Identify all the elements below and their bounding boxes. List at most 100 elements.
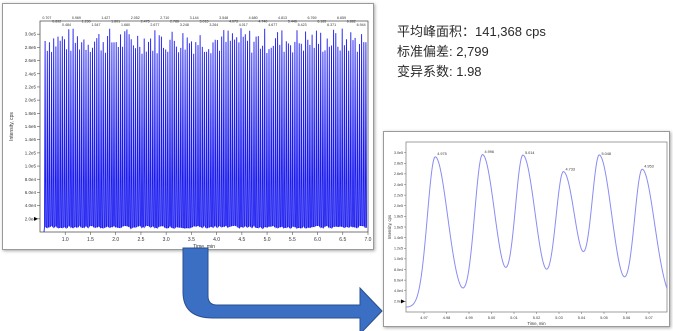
- main-peak-label: 2.677: [150, 23, 159, 27]
- zoom-y-tick-label: 3.0e5: [394, 151, 403, 155]
- main-chromatogram-panel: 2.0e4 4.0e4 6.0e4 8.0e4 1.0e5 1.2e5 1.4e5 1.6e5…: [2, 3, 374, 250]
- main-peak-label: 2.475: [141, 20, 150, 24]
- main-peak-label: 0.707: [42, 16, 51, 20]
- main-x-tick-label: 2.5: [137, 237, 144, 243]
- zoom-peak-label: 4.996: [485, 150, 495, 154]
- main-x-tick-label: 6.5: [339, 237, 346, 243]
- main-y-tick-label: 1.6e5: [25, 124, 37, 129]
- zoom-y-axis-label: Intensity, cps: [387, 215, 392, 239]
- main-x-tick-label: 1.5: [87, 237, 94, 243]
- main-peak-label: 6.371: [327, 23, 336, 27]
- main-y-tick-label: 1.8e5: [25, 111, 37, 116]
- main-y-tick-label: 2.0e4: [25, 216, 37, 221]
- main-y-tick-label: 6.0e4: [25, 190, 37, 195]
- zoom-x-tick-label: 4.98: [443, 316, 450, 320]
- zoom-x-tick-label: 4.97: [420, 316, 427, 320]
- coefficient-of-variation: 变异系数: 1.98: [397, 64, 482, 79]
- zoom-plot-frame: [405, 141, 668, 313]
- main-x-tick-label: 3.5: [188, 237, 195, 243]
- main-peak-label: 0.484: [62, 23, 71, 27]
- zoom-y-tick-label: 1.8e5: [394, 215, 403, 219]
- main-peak-label: 4.677: [268, 23, 277, 27]
- main-peak-label: 2.710: [160, 16, 169, 20]
- zoom-peak-label: 4.975: [437, 152, 447, 156]
- main-chromatogram-chart: 2.0e4 4.0e4 6.0e4 8.0e4 1.0e5 1.2e5 1.4e5 1.6e5…: [9, 16, 372, 250]
- main-peak-label: 0.969: [72, 16, 81, 20]
- zoom-chromatogram-trace: [405, 154, 668, 308]
- main-peak-label: 2.052: [131, 16, 140, 20]
- zoom-y-tick-label: 1.4e5: [394, 236, 403, 240]
- main-x-tick-label: 4.0: [213, 237, 220, 243]
- main-x-tick-label: 2.0: [112, 237, 119, 243]
- main-peak-label: 4.017: [239, 23, 248, 27]
- main-y-tick-label: 8.0e4: [25, 177, 37, 182]
- main-y-axis-label: Intensity, cps: [9, 112, 15, 141]
- main-y-tick-label: 2.6e5: [25, 58, 37, 63]
- main-peak-label: 1.427: [101, 16, 110, 20]
- bent-arrow-icon: [182, 247, 383, 331]
- main-peak-label: 4.073: [229, 20, 238, 24]
- zoom-y-tick-label: 2.0e4: [394, 300, 403, 304]
- zoom-x-tick-label: 4.99: [465, 316, 472, 320]
- main-peak-label: 6.659: [337, 16, 346, 20]
- main-peak-label: 3.248: [180, 23, 189, 27]
- main-peak-label: 2.786: [170, 20, 179, 24]
- zoomed-chromatogram-panel: 4.975 4.996 5.014 4.733 5.048 4.953 2.0e4 4.0e4…: [383, 131, 670, 327]
- main-x-tick-label: 7.0: [365, 237, 372, 243]
- zoom-y-tick-label: 6.0e4: [394, 278, 403, 282]
- statistics-box: 平均峰面积：141,368 cps 标准偏差: 2,799 变异系数: 1.98: [397, 22, 667, 82]
- main-peak-label: 4.680: [249, 16, 258, 20]
- zoom-x-tick-label: 5.05: [600, 316, 607, 320]
- main-peak-label: 4.813: [278, 16, 287, 20]
- main-x-tick-label: 5.0: [264, 237, 271, 243]
- main-x-axis-label: Time, min: [193, 244, 215, 250]
- zoom-y-tick-label: 8.0e4: [394, 268, 403, 272]
- main-x-tick-label: 3.0: [163, 237, 170, 243]
- zoom-x-tick-label: 5.00: [488, 316, 495, 320]
- zoom-x-tick-label: 5.04: [578, 316, 585, 320]
- zoom-y-tick-label: 1.6e5: [394, 225, 403, 229]
- zoom-peak-label: 4.733: [566, 167, 576, 171]
- zoom-y-tick-label: 2.8e5: [394, 162, 403, 166]
- zoom-y-tick-label: 2.2e5: [394, 193, 403, 197]
- zoom-peak-label: 5.014: [525, 151, 535, 155]
- main-peak-label: 4.740: [258, 20, 267, 24]
- main-peak-label: 5.446: [288, 20, 297, 24]
- main-peak-label: 6.165: [317, 20, 326, 24]
- main-peak-label: 1.230: [82, 20, 91, 24]
- main-y-tick-label: 2.0e5: [25, 98, 37, 103]
- main-y-tick-label: 4.0e4: [25, 203, 37, 208]
- zoom-x-tick-label: 5.01: [510, 316, 517, 320]
- main-x-tick-label: 1.0: [62, 237, 69, 243]
- main-peak-label: 6.769: [308, 16, 317, 20]
- main-y-tick-label: 2.2e5: [25, 84, 37, 89]
- zoom-x-axis-label: Time, min: [527, 321, 546, 326]
- main-peak-label: 5.423: [298, 23, 307, 27]
- zoom-peak-label: 5.048: [602, 152, 612, 156]
- zoom-y-tick-label: 2.6e5: [394, 172, 403, 176]
- baseline-marker-icon: [34, 216, 38, 221]
- main-y-tick-label: 1.0e5: [25, 164, 37, 169]
- zoom-x-tick-label: 5.02: [533, 316, 540, 320]
- main-y-tick-label: 2.4e5: [25, 71, 37, 76]
- zoom-y-tick-label: 2.0e5: [394, 204, 403, 208]
- standard-deviation: 标准偏差: 2,799: [397, 44, 489, 59]
- main-y-tick-label: 1.4e5: [25, 137, 37, 142]
- main-peak-label: 3.548: [219, 16, 228, 20]
- main-x-tick-label: 6.0: [314, 237, 321, 243]
- main-x-tick-label: 5.5: [289, 237, 296, 243]
- zoom-y-tick-label: 1.2e5: [394, 247, 403, 251]
- main-peak-label: 3.264: [209, 23, 218, 27]
- main-peak-label: 1.680: [121, 23, 130, 27]
- main-peak-label: 6.882: [347, 20, 356, 24]
- zoom-y-tick-label: 1.0e5: [394, 257, 403, 261]
- zoom-y-tick-label: 4.0e4: [394, 289, 403, 293]
- zoomed-chromatogram-chart: 4.975 4.996 5.014 4.733 5.048 4.953 2.0e4 4.0e4…: [387, 141, 668, 326]
- zoom-x-tick-label: 5.03: [555, 316, 562, 320]
- main-chromatogram-trace: [43, 28, 367, 233]
- main-peak-label: 3.015: [200, 20, 209, 24]
- main-y-tick-label: 1.2e5: [25, 150, 37, 155]
- main-peak-label: 1.601: [111, 20, 120, 24]
- zoom-peak-label: 4.953: [644, 165, 654, 169]
- main-peak-label: 3.144: [190, 16, 199, 20]
